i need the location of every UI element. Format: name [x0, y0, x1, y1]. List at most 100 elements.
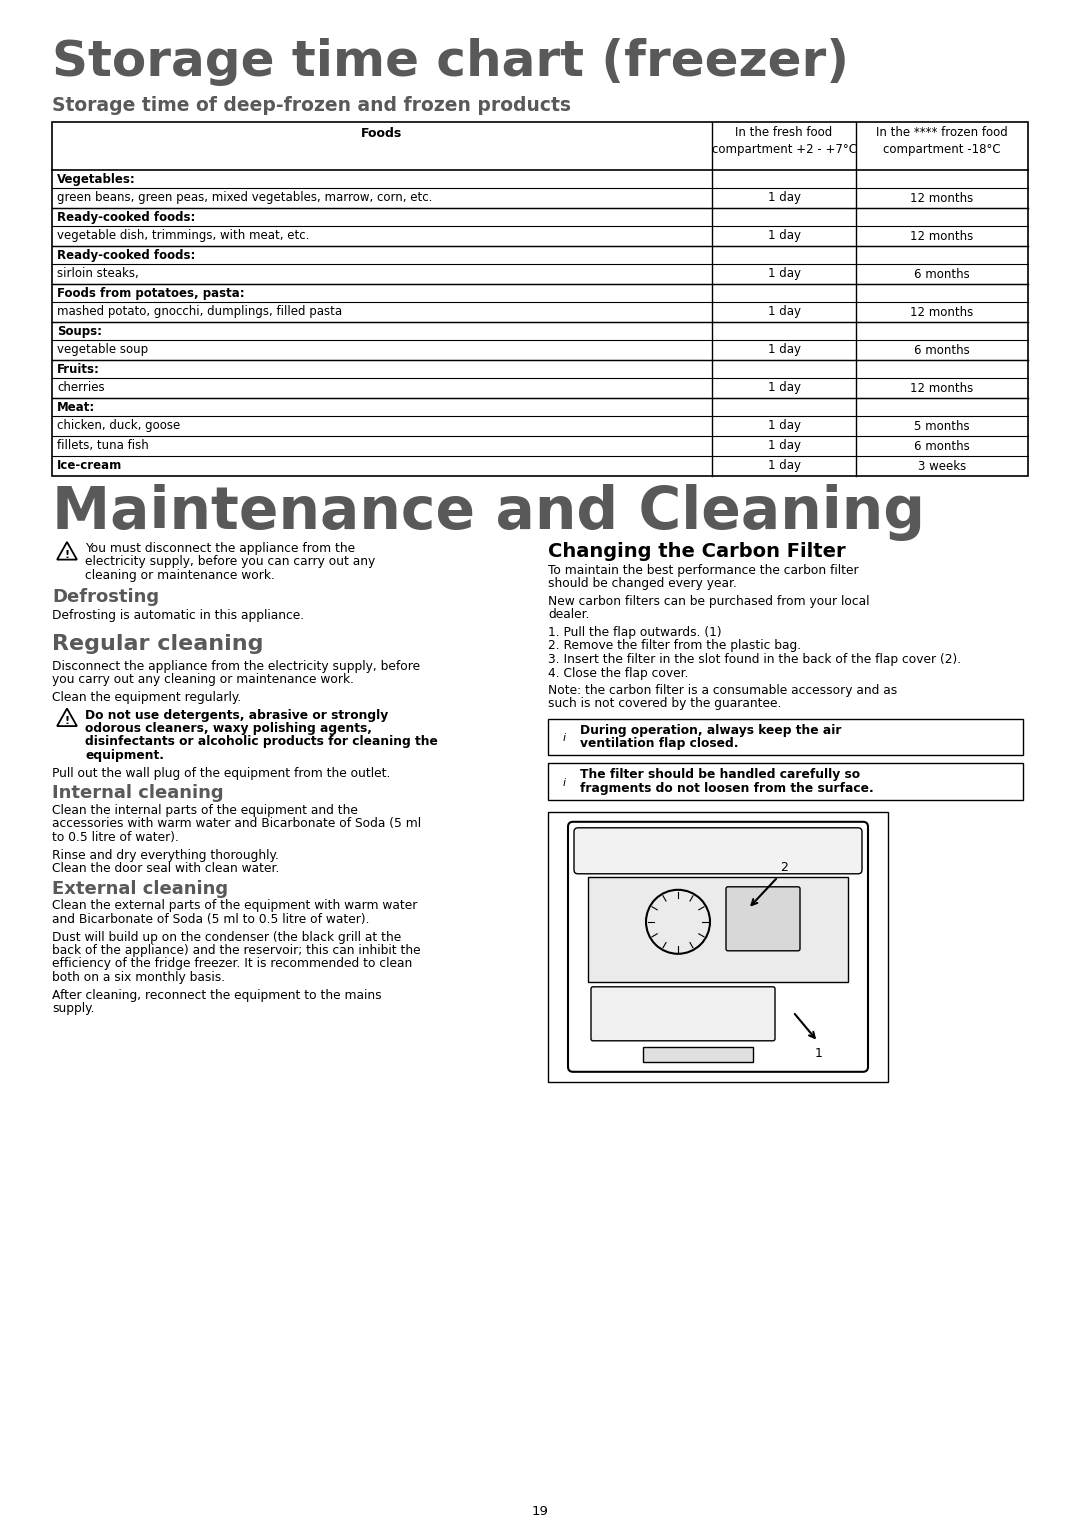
Text: and Bicarbonate of Soda (5 ml to 0.5 litre of water).: and Bicarbonate of Soda (5 ml to 0.5 lit…: [52, 914, 369, 926]
Text: In the fresh food
compartment +2 - +7°C: In the fresh food compartment +2 - +7°C: [712, 125, 856, 156]
Text: Soups:: Soups:: [57, 325, 102, 338]
Text: Maintenance and Cleaning: Maintenance and Cleaning: [52, 484, 924, 541]
Text: To maintain the best performance the carbon filter: To maintain the best performance the car…: [548, 564, 859, 578]
Text: 6 months: 6 months: [914, 344, 970, 356]
Text: Vegetables:: Vegetables:: [57, 173, 136, 186]
Text: External cleaning: External cleaning: [52, 880, 228, 897]
Text: cherries: cherries: [57, 380, 105, 394]
Text: odorous cleaners, waxy polishing agents,: odorous cleaners, waxy polishing agents,: [85, 723, 372, 735]
Text: electricity supply, before you can carry out any: electricity supply, before you can carry…: [85, 556, 375, 568]
Text: Storage time of deep-frozen and frozen products: Storage time of deep-frozen and frozen p…: [52, 96, 571, 115]
Text: Internal cleaning: Internal cleaning: [52, 784, 224, 802]
Text: In the **** frozen food
compartment -18°C: In the **** frozen food compartment -18°…: [876, 125, 1008, 156]
Text: 6 months: 6 months: [914, 267, 970, 281]
Text: 3. Insert the filter in the slot found in the back of the flap cover (2).: 3. Insert the filter in the slot found i…: [548, 652, 961, 666]
Text: Foods from potatoes, pasta:: Foods from potatoes, pasta:: [57, 287, 245, 299]
Text: vegetable dish, trimmings, with meat, etc.: vegetable dish, trimmings, with meat, et…: [57, 229, 309, 241]
Text: Do not use detergents, abrasive or strongly: Do not use detergents, abrasive or stron…: [85, 709, 388, 721]
Text: 1 day: 1 day: [768, 229, 800, 243]
Text: Meat:: Meat:: [57, 400, 95, 414]
Text: 4. Close the flap cover.: 4. Close the flap cover.: [548, 666, 689, 680]
Text: !: !: [65, 550, 69, 559]
Text: green beans, green peas, mixed vegetables, marrow, corn, etc.: green beans, green peas, mixed vegetable…: [57, 191, 432, 205]
Text: such is not covered by the guarantee.: such is not covered by the guarantee.: [548, 697, 781, 711]
Text: Regular cleaning: Regular cleaning: [52, 634, 264, 654]
Text: 1. Pull the flap outwards. (1): 1. Pull the flap outwards. (1): [548, 626, 721, 639]
Text: 1 day: 1 day: [768, 460, 800, 472]
Text: you carry out any cleaning or maintenance work.: you carry out any cleaning or maintenanc…: [52, 674, 354, 686]
Text: vegetable soup: vegetable soup: [57, 342, 148, 356]
Text: Clean the equipment regularly.: Clean the equipment regularly.: [52, 691, 241, 704]
Text: chicken, duck, goose: chicken, duck, goose: [57, 419, 180, 432]
Text: fillets, tuna fish: fillets, tuna fish: [57, 439, 149, 452]
Text: Storage time chart (freezer): Storage time chart (freezer): [52, 38, 849, 86]
Text: Pull out the wall plug of the equipment from the outlet.: Pull out the wall plug of the equipment …: [52, 767, 390, 779]
Text: sirloin steaks,: sirloin steaks,: [57, 267, 138, 280]
Text: to 0.5 litre of water).: to 0.5 litre of water).: [52, 831, 179, 843]
Text: Fruits:: Fruits:: [57, 364, 99, 376]
Text: 1 day: 1 day: [768, 420, 800, 432]
Text: Ice-cream: Ice-cream: [57, 458, 122, 472]
Text: disinfectants or alcoholic products for cleaning the: disinfectants or alcoholic products for …: [85, 735, 437, 749]
Bar: [548, 720, 1023, 755]
Text: 6 months: 6 months: [914, 440, 970, 452]
Text: 12 months: 12 months: [910, 306, 974, 318]
Text: 12 months: 12 months: [910, 382, 974, 394]
Bar: [52, 122, 1028, 477]
Text: Dust will build up on the condenser (the black grill at the: Dust will build up on the condenser (the…: [52, 931, 402, 943]
Text: back of the appliance) and the reservoir; this can inhibit the: back of the appliance) and the reservoir…: [52, 944, 420, 957]
Text: Clean the internal parts of the equipment and the: Clean the internal parts of the equipmen…: [52, 804, 357, 817]
Text: 5 months: 5 months: [914, 420, 970, 432]
Text: !: !: [65, 717, 69, 726]
Text: Rinse and dry everything thoroughly.: Rinse and dry everything thoroughly.: [52, 848, 279, 862]
Text: cleaning or maintenance work.: cleaning or maintenance work.: [85, 568, 275, 582]
Text: 2. Remove the filter from the plastic bag.: 2. Remove the filter from the plastic ba…: [548, 640, 801, 652]
Bar: [548, 811, 888, 1082]
Text: supply.: supply.: [52, 1002, 95, 1015]
FancyBboxPatch shape: [591, 987, 775, 1041]
Text: Clean the door seal with clean water.: Clean the door seal with clean water.: [52, 862, 280, 876]
Text: 1 day: 1 day: [768, 440, 800, 452]
Text: 1 day: 1 day: [768, 267, 800, 281]
Text: fragments do not loosen from the surface.: fragments do not loosen from the surface…: [580, 782, 874, 795]
Text: 1 day: 1 day: [768, 344, 800, 356]
Text: Defrosting: Defrosting: [52, 588, 159, 607]
Text: During operation, always keep the air: During operation, always keep the air: [580, 724, 841, 736]
FancyBboxPatch shape: [726, 886, 800, 950]
Text: mashed potato, gnocchi, dumplings, filled pasta: mashed potato, gnocchi, dumplings, fille…: [57, 306, 342, 318]
Text: 2: 2: [780, 860, 788, 874]
Bar: [548, 764, 1023, 799]
Text: New carbon filters can be purchased from your local: New carbon filters can be purchased from…: [548, 594, 869, 608]
Text: Ready-cooked foods:: Ready-cooked foods:: [57, 211, 195, 225]
FancyBboxPatch shape: [568, 822, 868, 1071]
FancyBboxPatch shape: [573, 828, 862, 874]
Bar: [588, 877, 848, 983]
Text: Defrosting is automatic in this appliance.: Defrosting is automatic in this applianc…: [52, 608, 305, 622]
Text: accessories with warm water and Bicarbonate of Soda (5 ml: accessories with warm water and Bicarbon…: [52, 817, 421, 831]
Text: After cleaning, reconnect the equipment to the mains: After cleaning, reconnect the equipment …: [52, 989, 381, 1001]
Text: 19: 19: [531, 1505, 549, 1517]
Text: 1 day: 1 day: [768, 382, 800, 394]
Text: 1 day: 1 day: [768, 191, 800, 205]
Text: Clean the external parts of the equipment with warm water: Clean the external parts of the equipmen…: [52, 900, 417, 912]
Text: equipment.: equipment.: [85, 749, 164, 762]
Text: Note: the carbon filter is a consumable accessory and as: Note: the carbon filter is a consumable …: [548, 685, 897, 697]
Text: Foods: Foods: [362, 127, 403, 141]
Text: dealer.: dealer.: [548, 608, 590, 622]
Text: i: i: [563, 733, 566, 743]
Text: Ready-cooked foods:: Ready-cooked foods:: [57, 249, 195, 261]
Text: 3 weeks: 3 weeks: [918, 460, 967, 472]
Text: 1 day: 1 day: [768, 306, 800, 318]
Text: i: i: [563, 778, 566, 787]
Text: Disconnect the appliance from the electricity supply, before: Disconnect the appliance from the electr…: [52, 660, 420, 672]
Text: should be changed every year.: should be changed every year.: [548, 578, 737, 590]
Text: both on a six monthly basis.: both on a six monthly basis.: [52, 970, 225, 984]
Text: The filter should be handled carefully so: The filter should be handled carefully s…: [580, 769, 860, 781]
Text: efficiency of the fridge freezer. It is recommended to clean: efficiency of the fridge freezer. It is …: [52, 958, 413, 970]
Text: 12 months: 12 months: [910, 191, 974, 205]
Text: Changing the Carbon Filter: Changing the Carbon Filter: [548, 542, 846, 561]
Bar: [643, 1047, 753, 1062]
Text: 1: 1: [815, 1047, 823, 1060]
Text: ventilation flap closed.: ventilation flap closed.: [580, 736, 739, 750]
Text: You must disconnect the appliance from the: You must disconnect the appliance from t…: [85, 542, 355, 555]
